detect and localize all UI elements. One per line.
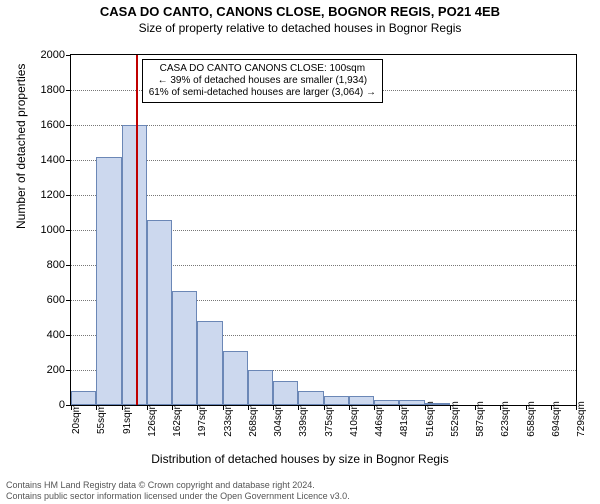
annotation-line: CASA DO CANTO CANONS CLOSE: 100sqm — [149, 63, 376, 75]
y-tick-mark — [66, 335, 71, 336]
gridline — [71, 125, 576, 126]
histogram-bar — [349, 396, 374, 405]
y-tick-mark — [66, 90, 71, 91]
histogram-bar — [96, 157, 121, 406]
x-tick-mark — [551, 405, 552, 410]
x-tick-label: 516sqm — [425, 401, 436, 437]
y-tick-mark — [66, 55, 71, 56]
x-tick-mark — [576, 405, 577, 410]
reference-line — [136, 55, 138, 405]
y-tick-label: 1800 — [41, 84, 65, 96]
x-tick-label: 55sqm — [96, 404, 107, 434]
y-tick-label: 600 — [47, 294, 65, 306]
x-tick-label: 446sqm — [374, 401, 385, 437]
histogram-bar — [71, 391, 96, 405]
y-tick-label: 800 — [47, 259, 65, 271]
x-tick-mark — [71, 405, 72, 410]
x-tick-mark — [475, 405, 476, 410]
x-tick-mark — [273, 405, 274, 410]
x-tick-mark — [349, 405, 350, 410]
x-tick-mark — [399, 405, 400, 410]
x-tick-label: 304sqm — [273, 401, 284, 437]
plot-area: 020040060080010001200140016001800200020s… — [70, 54, 577, 406]
x-tick-mark — [374, 405, 375, 410]
x-tick-label: 268sqm — [248, 401, 259, 437]
y-tick-label: 0 — [59, 399, 65, 411]
histogram-bar — [374, 400, 399, 405]
x-tick-label: 126sqm — [147, 401, 158, 437]
histogram-bar — [298, 391, 323, 405]
annotation-line: ← 39% of detached houses are smaller (1,… — [149, 75, 376, 87]
histogram-bar — [172, 291, 197, 405]
y-tick-mark — [66, 300, 71, 301]
x-tick-mark — [324, 405, 325, 410]
chart-subtitle: Size of property relative to detached ho… — [0, 21, 600, 35]
x-tick-label: 694sqm — [551, 401, 562, 437]
x-tick-mark — [96, 405, 97, 410]
y-tick-label: 1200 — [41, 189, 65, 201]
footer-line2: Contains public sector information licen… — [6, 491, 350, 502]
histogram-bar — [273, 381, 298, 406]
x-tick-mark — [526, 405, 527, 410]
histogram-bar — [399, 400, 424, 405]
x-axis-label: Distribution of detached houses by size … — [0, 452, 600, 466]
histogram-bar — [147, 220, 172, 406]
x-tick-label: 623sqm — [500, 401, 511, 437]
y-tick-mark — [66, 230, 71, 231]
footer-attribution: Contains HM Land Registry data © Crown c… — [6, 480, 350, 502]
x-tick-mark — [500, 405, 501, 410]
x-tick-label: 587sqm — [475, 401, 486, 437]
histogram-bar — [425, 403, 450, 405]
y-tick-label: 1600 — [41, 119, 65, 131]
x-tick-label: 197sqm — [197, 401, 208, 437]
x-tick-label: 375sqm — [324, 401, 335, 437]
y-tick-label: 400 — [47, 329, 65, 341]
x-tick-mark — [122, 405, 123, 410]
gridline — [71, 195, 576, 196]
y-tick-label: 2000 — [41, 49, 65, 61]
chart-title: CASA DO CANTO, CANONS CLOSE, BOGNOR REGI… — [0, 4, 600, 19]
y-tick-mark — [66, 195, 71, 196]
x-tick-mark — [248, 405, 249, 410]
y-axis-label: Number of detached properties — [14, 64, 28, 229]
x-tick-mark — [147, 405, 148, 410]
y-tick-mark — [66, 160, 71, 161]
x-tick-mark — [425, 405, 426, 410]
histogram-bar — [248, 370, 273, 405]
y-tick-mark — [66, 125, 71, 126]
x-tick-label: 552sqm — [450, 401, 461, 437]
histogram-bar — [122, 125, 147, 405]
footer-line1: Contains HM Land Registry data © Crown c… — [6, 480, 350, 491]
x-tick-mark — [223, 405, 224, 410]
histogram-bar — [223, 351, 248, 405]
x-tick-label: 91sqm — [122, 404, 133, 434]
y-tick-label: 1000 — [41, 224, 65, 236]
y-tick-mark — [66, 370, 71, 371]
x-tick-mark — [450, 405, 451, 410]
y-tick-label: 200 — [47, 364, 65, 376]
annotation-box: CASA DO CANTO CANONS CLOSE: 100sqm← 39% … — [142, 59, 383, 103]
x-tick-label: 658sqm — [526, 401, 537, 437]
x-tick-label: 20sqm — [71, 404, 82, 434]
y-tick-mark — [66, 265, 71, 266]
x-tick-mark — [197, 405, 198, 410]
gridline — [71, 160, 576, 161]
x-tick-label: 729sqm — [576, 401, 587, 437]
annotation-line: 61% of semi-detached houses are larger (… — [149, 87, 376, 99]
x-tick-label: 481sqm — [399, 401, 410, 437]
histogram-bar — [197, 321, 222, 405]
x-tick-label: 410sqm — [349, 401, 360, 437]
x-tick-mark — [172, 405, 173, 410]
x-tick-label: 162sqm — [172, 401, 183, 437]
histogram-bar — [324, 396, 349, 405]
y-tick-label: 1400 — [41, 154, 65, 166]
x-tick-label: 339sqm — [298, 401, 309, 437]
x-tick-mark — [298, 405, 299, 410]
x-tick-label: 233sqm — [223, 401, 234, 437]
